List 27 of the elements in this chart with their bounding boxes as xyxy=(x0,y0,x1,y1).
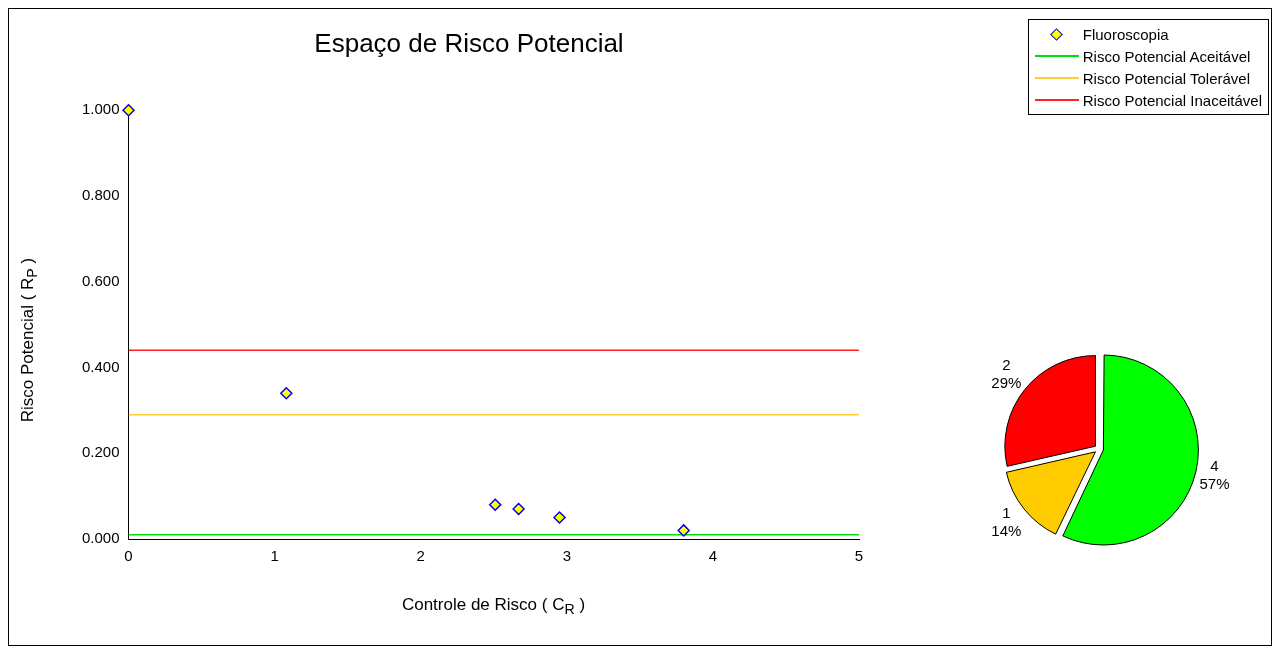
legend-label: Risco Potencial Inaceitável xyxy=(1082,91,1262,109)
legend-label: Fluoroscopia xyxy=(1082,25,1169,43)
point xyxy=(677,524,690,537)
point xyxy=(553,511,566,524)
chart-title: Espaço de Risco Potencial xyxy=(314,27,624,58)
x-tick-label: 5 xyxy=(854,547,864,565)
y-tick-label: 0.000 xyxy=(81,529,120,547)
legend-label: Risco Potencial Tolerável xyxy=(1082,69,1251,87)
y-tick-label: 0.400 xyxy=(81,357,120,375)
data-label: 4 57% xyxy=(1199,456,1230,492)
point xyxy=(122,103,135,117)
legend-label: Risco Potencial Aceitável xyxy=(1082,47,1251,65)
point xyxy=(280,386,293,400)
point xyxy=(512,502,525,516)
y-tick-label: 0.600 xyxy=(81,271,120,289)
y-tick-label: 1.000 xyxy=(81,100,120,118)
data-label: 1 14% xyxy=(991,504,1022,540)
y-tick-label: 0.800 xyxy=(81,186,120,204)
data-label: 2 29% xyxy=(991,356,1022,392)
y-tick-label: 0.200 xyxy=(81,443,120,461)
x-tick-label: 1 xyxy=(270,547,279,565)
x-tick-label: 0 xyxy=(124,547,133,565)
x-axis-title: Controle de Risco ( C$_{R}$ ) xyxy=(400,595,587,618)
x-tick-label: 2 xyxy=(416,547,425,565)
x-tick-label: 3 xyxy=(562,547,571,565)
point xyxy=(488,498,502,511)
x-tick-label: 4 xyxy=(708,547,718,565)
